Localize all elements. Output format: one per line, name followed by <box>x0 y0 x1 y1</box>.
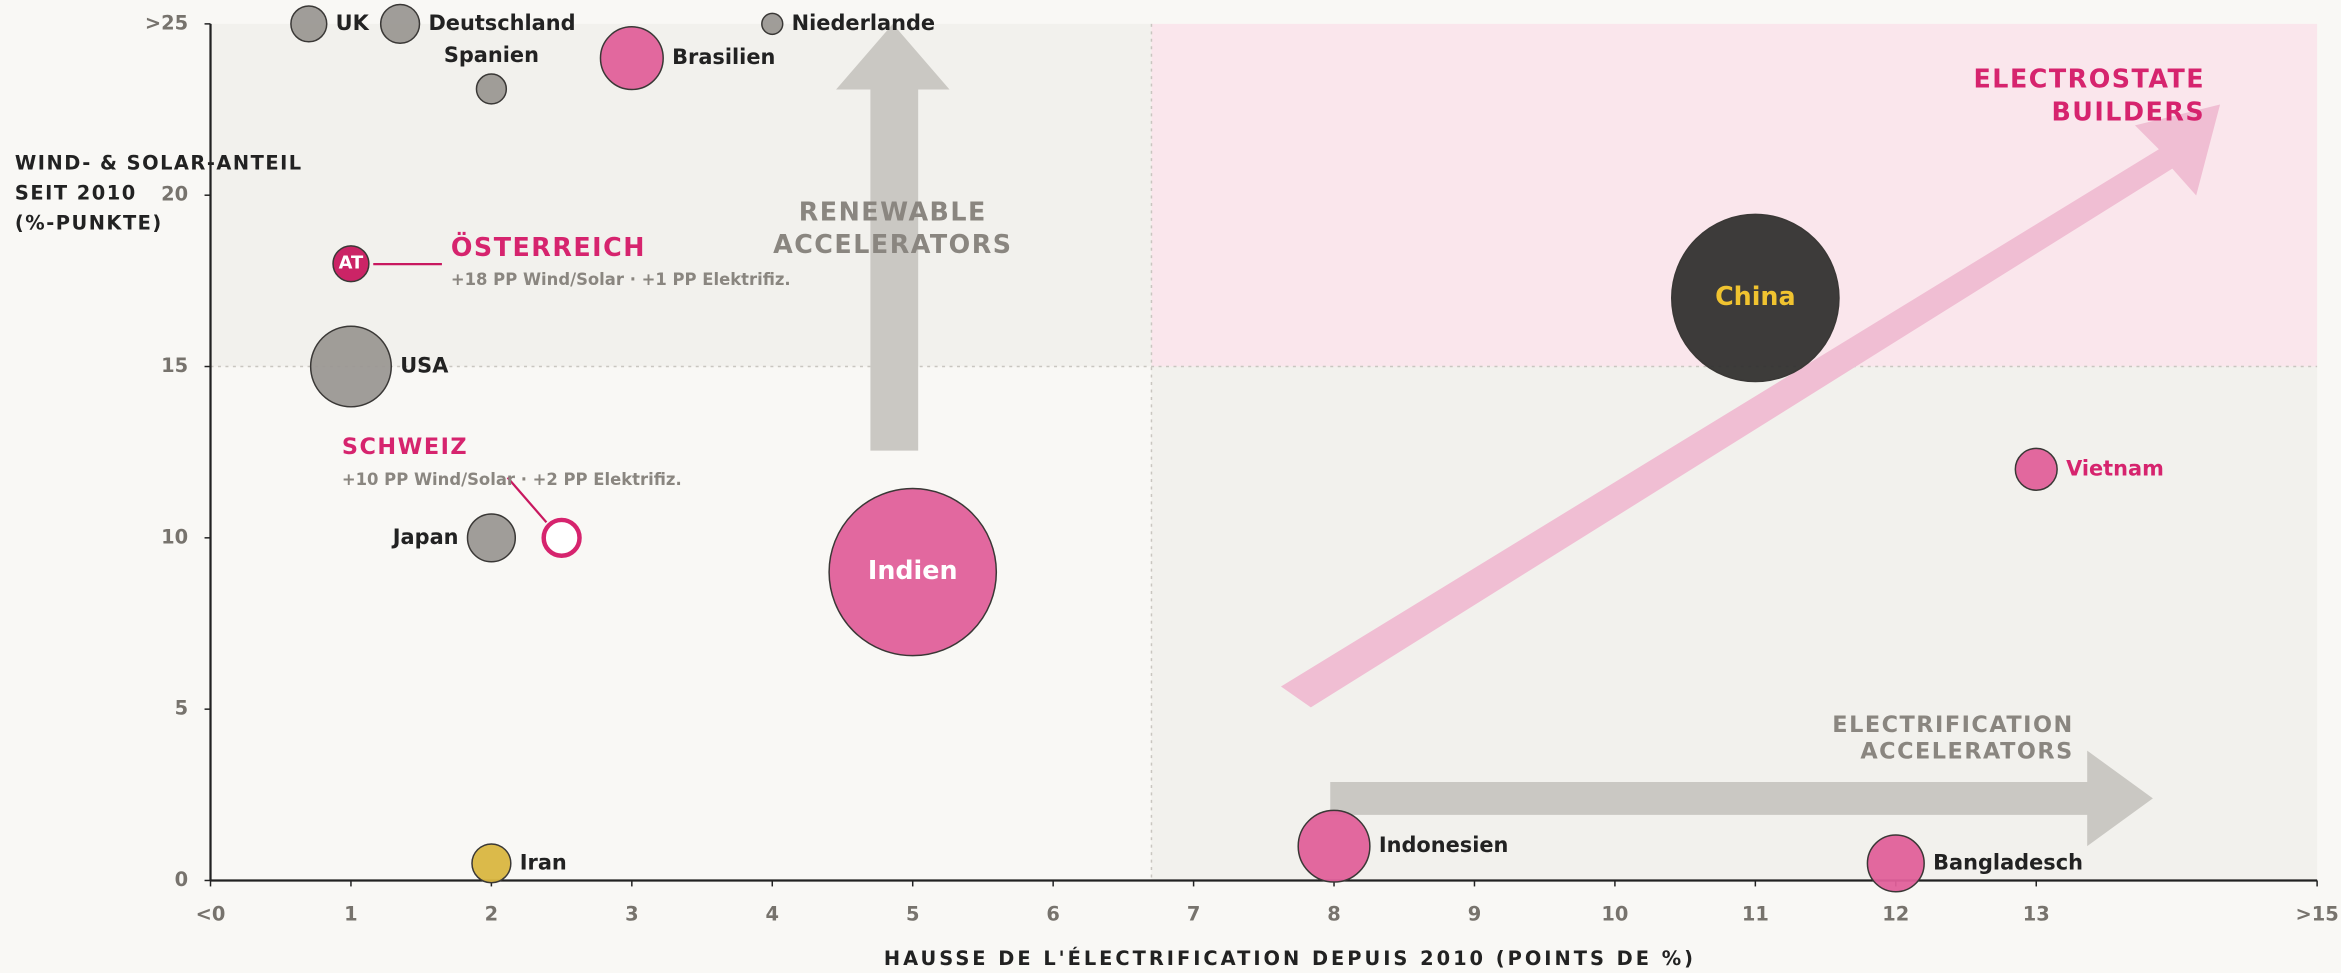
quadrant <box>210 23 1152 367</box>
annotation: ACCELERATORS <box>773 229 1012 259</box>
arrow-diagonal <box>1280 104 2221 708</box>
bubble <box>1297 809 1371 883</box>
x-tick-label: 7 <box>1187 902 1201 925</box>
bubble <box>2014 447 2058 491</box>
bubble <box>379 3 421 45</box>
x-tick-label: 2 <box>485 902 499 925</box>
bubble <box>1670 213 1840 383</box>
arrow-up <box>836 23 950 451</box>
annotation: ELECTROSTATE <box>1973 64 2205 94</box>
x-tick-label: 11 <box>1742 902 1769 925</box>
bubble-label: Bangladesch <box>1933 850 2083 874</box>
bubble-label: Indien <box>868 555 958 585</box>
x-tick-label: 12 <box>1882 902 1909 925</box>
arrows <box>373 23 2221 847</box>
bubble <box>761 12 784 36</box>
y-tick-label: 0 <box>175 868 189 891</box>
x-tick-label: <0 <box>196 902 226 925</box>
bubble-label: Indonesien <box>1379 833 1509 857</box>
annotation: +18 PP Wind/Solar · +1 PP Elektrifiz. <box>451 270 791 289</box>
bubble-label: Iran <box>520 850 567 874</box>
bubble-label: Spanien <box>444 43 539 67</box>
bubble-label: Deutschland <box>428 11 575 35</box>
bubble <box>332 245 370 283</box>
bubble <box>471 843 512 884</box>
y-axis-label: SEIT 2010 <box>15 182 137 205</box>
leader-line <box>506 476 548 524</box>
bubble <box>290 5 328 43</box>
annotation: BUILDERS <box>2051 96 2205 126</box>
annotation: ÖSTERREICH <box>451 232 646 262</box>
x-tick-label: 5 <box>906 902 920 925</box>
annotation: +10 PP Wind/Solar · +2 PP Elektrifiz. <box>342 470 682 489</box>
bubble-label: USA <box>400 354 449 378</box>
bubble-label: Brasilien <box>672 45 775 69</box>
bubble <box>475 73 508 105</box>
annotation: RENEWABLE <box>799 196 987 226</box>
bubble <box>309 325 393 408</box>
y-axis-label: WIND- & SOLAR-ANTEIL <box>15 152 303 175</box>
x-tick-label: 9 <box>1468 902 1482 925</box>
x-tick-label: 10 <box>1601 902 1628 925</box>
y-tick-label: 20 <box>161 183 188 206</box>
annotation: ELECTRIFICATION <box>1832 712 2073 738</box>
bubble-label: AT <box>339 253 364 274</box>
x-tick-label: 13 <box>2023 902 2050 925</box>
bubble <box>828 487 998 657</box>
x-axis-label: HAUSSE DE L'ÉLECTRIFICATION DEPUIS 2010 … <box>884 947 1696 970</box>
annotation: ACCELERATORS <box>1860 739 2073 765</box>
bubble-label: Niederlande <box>792 11 935 35</box>
arrow-right <box>1330 750 2153 847</box>
y-tick-label: >25 <box>145 11 188 34</box>
y-tick-label: 5 <box>175 697 189 720</box>
bubble-label: UK <box>336 11 370 35</box>
bubble <box>466 513 517 563</box>
bubble <box>1866 834 1925 893</box>
x-tick-label: 4 <box>766 902 780 925</box>
annotation: SCHWEIZ <box>342 434 468 460</box>
x-tick-label: >15 <box>2295 902 2338 925</box>
bubble <box>599 26 664 91</box>
bubble-label: China <box>1715 281 1796 311</box>
x-tick-label: 6 <box>1046 902 1060 925</box>
x-tick-label: 1 <box>344 902 358 925</box>
bubble-label: Vietnam <box>2066 456 2164 480</box>
x-tick-label: 3 <box>625 902 639 925</box>
bubble-label: Japan <box>391 525 459 549</box>
y-tick-label: 15 <box>161 354 188 377</box>
bubble <box>541 517 582 558</box>
y-axis-label: (%-PUNKTE) <box>15 211 163 234</box>
x-tick-label: 8 <box>1327 902 1341 925</box>
y-tick-label: 10 <box>161 525 188 548</box>
